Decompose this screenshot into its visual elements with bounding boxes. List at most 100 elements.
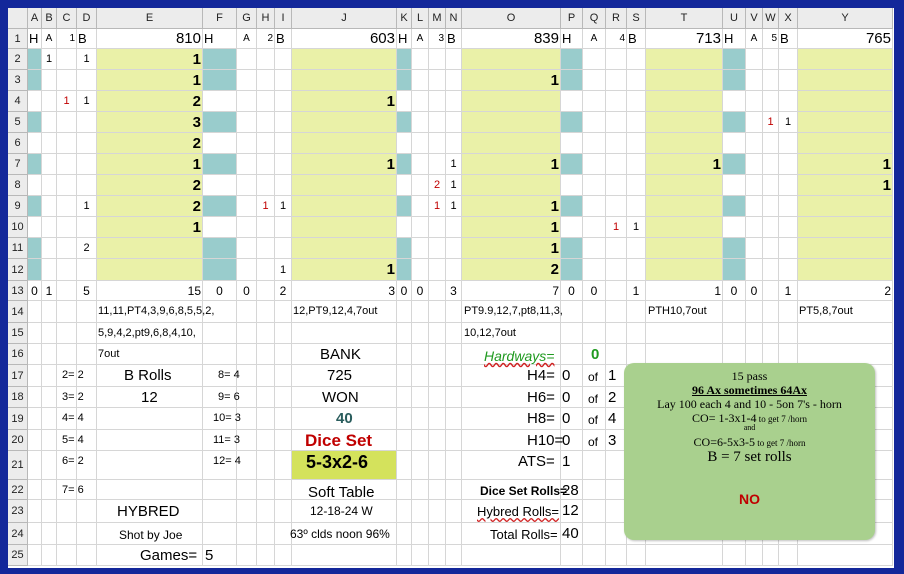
cell[interactable] [397,408,412,430]
cell[interactable] [237,238,257,259]
row-header[interactable]: 11 [8,238,28,259]
footer-b[interactable]: 2 [275,281,292,301]
cell[interactable] [57,49,77,70]
cell[interactable] [462,430,561,451]
cell[interactable] [412,344,429,365]
cell[interactable] [723,545,746,566]
row-header[interactable]: 3 [8,70,28,91]
cell[interactable] [397,480,412,500]
block-total[interactable]: 603 [292,29,397,49]
block-a-label[interactable]: A [583,29,606,49]
cell[interactable] [561,365,583,387]
row-header[interactable]: 10 [8,217,28,238]
row-header[interactable]: 20 [8,430,28,451]
cell[interactable] [583,408,606,430]
row-header[interactable]: 8 [8,175,28,196]
cell[interactable] [646,301,723,323]
cell[interactable] [429,301,446,323]
hit-marker-cell[interactable] [28,112,42,133]
cell[interactable] [203,451,237,480]
cell[interactable] [763,545,779,566]
row-header[interactable]: 7 [8,154,28,175]
cell[interactable] [28,387,42,408]
column-header[interactable]: Y [798,8,893,29]
cell[interactable] [429,451,446,480]
cell[interactable] [561,217,583,238]
cell[interactable] [42,451,57,480]
cell[interactable] [28,301,42,323]
column-header[interactable]: S [627,8,646,29]
cell[interactable] [446,259,462,281]
cell[interactable] [257,344,275,365]
cell[interactable] [412,408,429,430]
roll-value[interactable] [462,112,561,133]
cell[interactable] [606,238,627,259]
cell[interactable] [77,154,97,175]
cell[interactable] [275,154,292,175]
cell[interactable] [429,387,446,408]
roll-value[interactable]: 1 [292,91,397,112]
cell[interactable] [429,545,446,566]
cell[interactable] [746,49,763,70]
cell[interactable] [397,430,412,451]
cell[interactable] [627,133,646,154]
cell[interactable] [42,70,57,91]
cell[interactable] [237,91,257,112]
cell[interactable] [275,91,292,112]
block-total[interactable]: 713 [646,29,723,49]
roll-value[interactable]: 1 [798,154,893,175]
cell[interactable] [779,545,798,566]
roll-value[interactable]: 1 [462,154,561,175]
cell[interactable] [583,91,606,112]
hit-marker-cell[interactable] [723,196,746,217]
hit-marker-cell[interactable] [723,154,746,175]
cell[interactable] [412,196,429,217]
cell[interactable] [237,387,257,408]
cell[interactable] [42,196,57,217]
roll-value[interactable] [462,133,561,154]
hit-marker-cell[interactable] [397,49,412,70]
cell[interactable] [446,238,462,259]
cell[interactable] [257,408,275,430]
h-mark[interactable]: 1 [42,49,57,70]
cell[interactable] [446,323,462,344]
cell[interactable] [723,133,746,154]
a-mark[interactable]: 1 [606,217,627,238]
cell[interactable] [779,154,798,175]
hit-marker-cell[interactable] [397,238,412,259]
roll-value[interactable]: 1 [97,49,203,70]
block-a-count[interactable]: 5 [763,29,779,49]
roll-value[interactable] [646,112,723,133]
cell[interactable] [203,430,237,451]
cell[interactable] [28,451,42,480]
cell[interactable] [779,238,798,259]
b-mark[interactable]: 1 [446,196,462,217]
column-header[interactable]: I [275,8,292,29]
cell[interactable] [57,217,77,238]
cell[interactable] [57,387,77,408]
cell[interactable] [412,154,429,175]
roll-value[interactable] [798,259,893,281]
cell[interactable] [77,217,97,238]
cell[interactable] [57,500,77,523]
cell[interactable] [57,70,77,91]
cell[interactable] [397,387,412,408]
cell[interactable] [57,430,77,451]
cell[interactable] [446,301,462,323]
cell[interactable] [275,217,292,238]
cell[interactable] [28,133,42,154]
cell[interactable] [583,70,606,91]
b-mark[interactable]: 1 [446,154,462,175]
cell[interactable] [57,480,77,500]
hit-marker-cell[interactable] [203,238,237,259]
cell[interactable] [429,238,446,259]
footer-h[interactable]: 0 [723,281,746,301]
cell[interactable] [28,175,42,196]
cell[interactable] [429,133,446,154]
cell[interactable] [561,175,583,196]
cell[interactable] [397,365,412,387]
cell[interactable] [763,49,779,70]
cell[interactable] [561,451,583,480]
cell[interactable] [257,480,275,500]
cell[interactable] [97,387,203,408]
